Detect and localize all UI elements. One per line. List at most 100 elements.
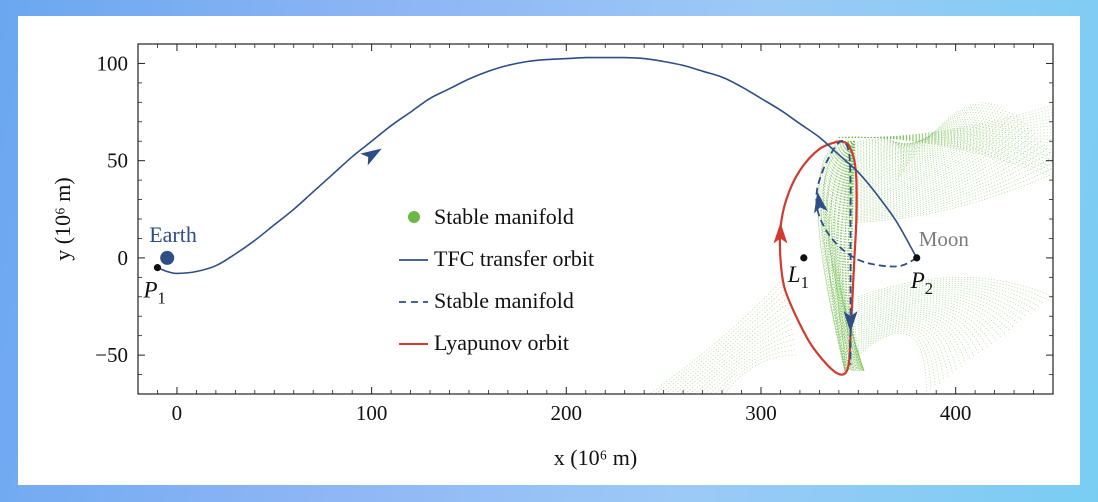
manifold-trajectory [848, 114, 953, 172]
manifold-trajectory [669, 297, 788, 394]
manifold-trajectory [664, 292, 787, 394]
manifold-trajectory [848, 115, 1017, 202]
manifold-trajectory [831, 141, 855, 371]
y-tick-label: 100 [97, 51, 129, 75]
manifold-trajectory [848, 123, 1027, 206]
manifold-trajectory [848, 106, 1002, 195]
legend-item: Lyapunov orbit [399, 330, 569, 355]
manifold-trajectory [858, 304, 993, 344]
manifold-trajectory [848, 104, 972, 180]
manifold-trajectory [834, 141, 855, 371]
manifold-trajectory [841, 141, 865, 371]
manifold-trajectory [848, 167, 1053, 222]
legend-label: Stable manifold [434, 204, 574, 229]
manifold-trajectory [858, 327, 940, 384]
manifold-trajectory [848, 133, 1036, 211]
manifold-trajectory [858, 298, 1006, 334]
manifold-trajectory [848, 173, 1053, 224]
manifold-trajectory [824, 140, 855, 371]
manifold-trajectory [719, 349, 796, 394]
manifold-trajectory [858, 325, 945, 381]
manifold-trajectory [848, 104, 999, 193]
earth-label: Earth [149, 222, 197, 247]
y-tick-label: −50 [95, 343, 128, 367]
manifold-trajectory [848, 110, 959, 175]
manifold-trajectory [848, 120, 1024, 205]
manifold-arrow-down-icon [843, 311, 858, 333]
manifold-trajectory [848, 112, 956, 173]
y-tick-label: 50 [107, 149, 128, 173]
manifold-trajectory [835, 141, 855, 371]
manifold-trajectory [858, 321, 953, 374]
stable-manifold-line [815, 140, 918, 365]
x-axis-label: x (10⁶ m) [554, 445, 637, 470]
manifold-trajectory [833, 141, 857, 371]
manifold-trajectory [848, 102, 978, 183]
manifold-trajectory [848, 139, 905, 176]
lyapunov-arrow-icon [773, 222, 788, 244]
legend-item: Stable manifold [399, 288, 574, 313]
manifold-trajectory [834, 141, 864, 371]
manifold-trajectory [858, 308, 984, 351]
manifold-trajectory [858, 302, 997, 341]
manifold-trajectory [858, 292, 1019, 324]
manifold-trajectory [848, 129, 1033, 209]
p1-label: P1 [142, 278, 165, 308]
manifold-trajectory [848, 126, 1030, 208]
manifold-trajectory [848, 162, 1053, 221]
manifold-trajectory [838, 136, 1053, 177]
manifold-trajectory [845, 141, 855, 371]
tfc-transfer-orbit-line [157, 56, 918, 275]
manifold-trajectory [848, 140, 1042, 214]
manifold-trajectory [848, 141, 926, 159]
manifold-trajectory [858, 332, 927, 394]
transfer-arrow-icon-head [360, 148, 382, 166]
manifold-trajectory [848, 141, 909, 168]
manifold-trajectory [824, 140, 865, 371]
manifold-trajectory [858, 329, 936, 388]
lyapunov-orbit-line [778, 140, 858, 376]
manifold-trajectory [848, 152, 1051, 218]
manifold-trajectory [848, 102, 984, 186]
manifold-trajectory [858, 283, 1041, 308]
manifold-trajectory [838, 141, 855, 371]
manifold-trajectory [858, 317, 962, 368]
manifold-trajectory [839, 141, 855, 371]
manifold-trajectory [848, 105, 968, 179]
manifold-trajectory [679, 308, 790, 394]
manifold-trajectory [858, 294, 1014, 328]
transfer-arrow-icon [360, 148, 382, 166]
manifold-trajectory [848, 106, 965, 178]
manifold-trajectory [714, 344, 795, 394]
p2-marker [913, 254, 921, 262]
l1-label: L1 [787, 262, 809, 292]
manifold-trajectory [825, 140, 855, 371]
manifold-trajectory [827, 140, 860, 371]
manifold-trajectory [844, 141, 855, 371]
manifold-trajectory [828, 141, 858, 371]
plot-area [157, 56, 1053, 394]
manifold-trajectory [848, 102, 987, 188]
manifold-trajectory [848, 140, 907, 172]
manifold-trajectory [858, 296, 1010, 331]
manifold-trajectory [848, 141, 864, 371]
figure-panel: 0 100 200 300 400 −50 0 50 100 x (10⁶ m) y (10⁶ m)… [18, 16, 1080, 485]
manifold-trajectory [848, 103, 975, 182]
manifold-trajectory [858, 277, 1053, 298]
manifold-trajectory [858, 289, 1027, 318]
manifold-trajectory [694, 323, 792, 394]
l1-marker [800, 254, 808, 262]
x-tick-label: 0 [172, 401, 183, 425]
manifold-trajectory [654, 282, 786, 394]
lyapunov-arrow-icon-head [773, 222, 788, 244]
manifold-trajectory [848, 122, 944, 168]
legend-label: TFC transfer orbit [434, 246, 594, 271]
manifold-trajectory [848, 103, 996, 192]
legend-item: Stable manifold [408, 204, 574, 229]
manifold-trajectory [684, 313, 790, 394]
manifold-trajectory [704, 334, 794, 394]
x-tick-label: 400 [940, 401, 972, 425]
legend: Stable manifold TFC transfer orbit Stable … [399, 204, 594, 355]
manifold-trajectory [848, 143, 917, 155]
